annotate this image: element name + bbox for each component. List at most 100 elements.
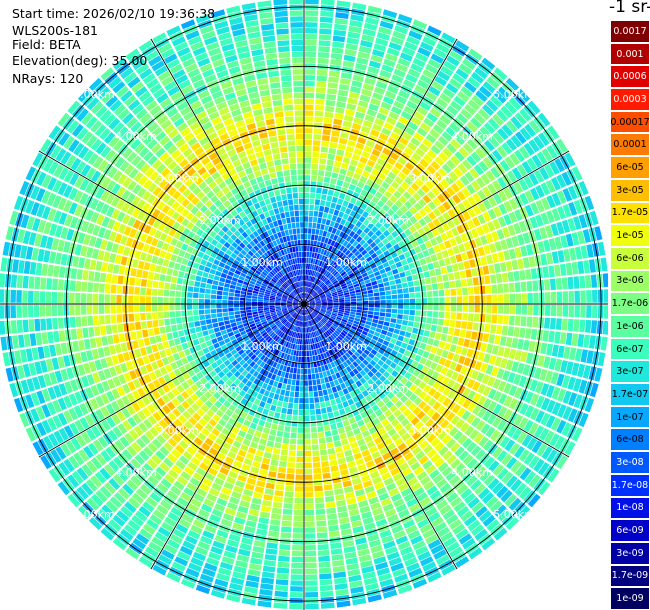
range-gate bbox=[395, 340, 403, 347]
range-gate bbox=[374, 308, 380, 312]
range-gate bbox=[499, 262, 507, 272]
range-gate bbox=[363, 22, 378, 31]
range-gate bbox=[157, 312, 164, 319]
range-gate bbox=[337, 291, 344, 295]
range-gate bbox=[462, 312, 468, 321]
range-gate bbox=[422, 194, 432, 204]
range-gate bbox=[457, 163, 468, 174]
range-gate bbox=[569, 347, 577, 361]
range-gate bbox=[551, 208, 561, 222]
range-gate bbox=[265, 482, 275, 490]
range-gate bbox=[367, 333, 374, 339]
range-gate bbox=[441, 466, 453, 477]
range-gate bbox=[86, 304, 93, 315]
range-gate bbox=[372, 319, 379, 324]
range-gate bbox=[411, 346, 419, 354]
range-gate bbox=[328, 70, 340, 78]
range-gate bbox=[327, 283, 333, 288]
range-gate bbox=[342, 480, 352, 488]
range-gate bbox=[384, 317, 391, 322]
range-gate bbox=[375, 249, 383, 256]
range-gate bbox=[323, 478, 332, 485]
range-gate bbox=[508, 211, 518, 223]
range-gate bbox=[356, 298, 363, 301]
range-gate bbox=[417, 252, 425, 260]
range-gate bbox=[580, 349, 588, 363]
range-gate bbox=[489, 95, 503, 108]
range-gate bbox=[471, 331, 478, 340]
range-gate bbox=[305, 16, 318, 22]
range-gate bbox=[22, 305, 28, 318]
range-gate bbox=[415, 310, 421, 316]
range-gate bbox=[482, 157, 494, 169]
range-gate bbox=[157, 304, 163, 312]
range-gate bbox=[324, 331, 330, 337]
range-gate bbox=[479, 285, 486, 295]
range-gate bbox=[412, 406, 422, 416]
range-gate bbox=[309, 302, 316, 304]
range-gate bbox=[359, 362, 366, 369]
range-gate bbox=[270, 459, 279, 466]
range-gate bbox=[486, 343, 494, 354]
range-gate bbox=[410, 63, 423, 73]
range-gate bbox=[318, 254, 323, 260]
range-gate bbox=[395, 261, 403, 268]
range-gate bbox=[366, 108, 377, 117]
range-gate bbox=[312, 216, 318, 223]
range-gate bbox=[211, 289, 217, 295]
range-gate bbox=[517, 258, 525, 270]
range-gate bbox=[277, 561, 290, 568]
range-gate bbox=[522, 232, 531, 244]
range-gate bbox=[308, 288, 312, 294]
range-gate bbox=[446, 186, 456, 197]
range-gate bbox=[389, 404, 398, 413]
range-gate bbox=[519, 270, 526, 281]
range-gate bbox=[359, 345, 366, 352]
range-gate bbox=[326, 310, 332, 313]
range-gate bbox=[416, 188, 426, 198]
range-gate bbox=[331, 47, 344, 54]
range-gate bbox=[333, 331, 339, 337]
range-gate bbox=[497, 346, 505, 357]
range-gate bbox=[379, 375, 387, 383]
range-gate bbox=[251, 304, 257, 307]
range-gate bbox=[384, 162, 393, 171]
range-gate bbox=[324, 263, 330, 270]
range-gate bbox=[338, 311, 344, 315]
range-gate bbox=[60, 253, 68, 266]
range-gate bbox=[321, 218, 327, 225]
range-gate bbox=[440, 232, 449, 242]
range-gate bbox=[172, 331, 179, 339]
range-gate bbox=[193, 310, 199, 316]
range-gate bbox=[285, 485, 294, 492]
range-gate bbox=[495, 325, 503, 335]
range-gate bbox=[246, 309, 252, 313]
range-gate bbox=[338, 463, 348, 471]
range-gate bbox=[480, 235, 488, 246]
range-gate bbox=[331, 429, 339, 436]
range-gate bbox=[473, 432, 484, 444]
range-gate bbox=[33, 290, 40, 303]
range-gate bbox=[334, 283, 341, 288]
range-gate bbox=[234, 289, 241, 294]
range-gate bbox=[334, 18, 348, 25]
range-gate bbox=[403, 237, 411, 245]
range-gate bbox=[315, 87, 326, 94]
range-gate bbox=[410, 182, 420, 192]
range-gate bbox=[269, 465, 278, 472]
range-gate bbox=[276, 430, 284, 437]
range-gate bbox=[169, 304, 175, 311]
range-gate bbox=[155, 335, 162, 343]
range-gate bbox=[335, 446, 343, 453]
range-gate bbox=[398, 360, 406, 368]
range-gate bbox=[348, 285, 354, 290]
range-gate bbox=[507, 271, 514, 282]
range-gate bbox=[355, 292, 362, 296]
range-gate bbox=[501, 453, 513, 466]
range-gate bbox=[536, 443, 548, 457]
range-gate bbox=[305, 586, 318, 592]
range-gate bbox=[410, 268, 417, 275]
range-gate bbox=[414, 246, 422, 254]
range-gate bbox=[304, 157, 312, 163]
range-gate bbox=[234, 304, 240, 308]
